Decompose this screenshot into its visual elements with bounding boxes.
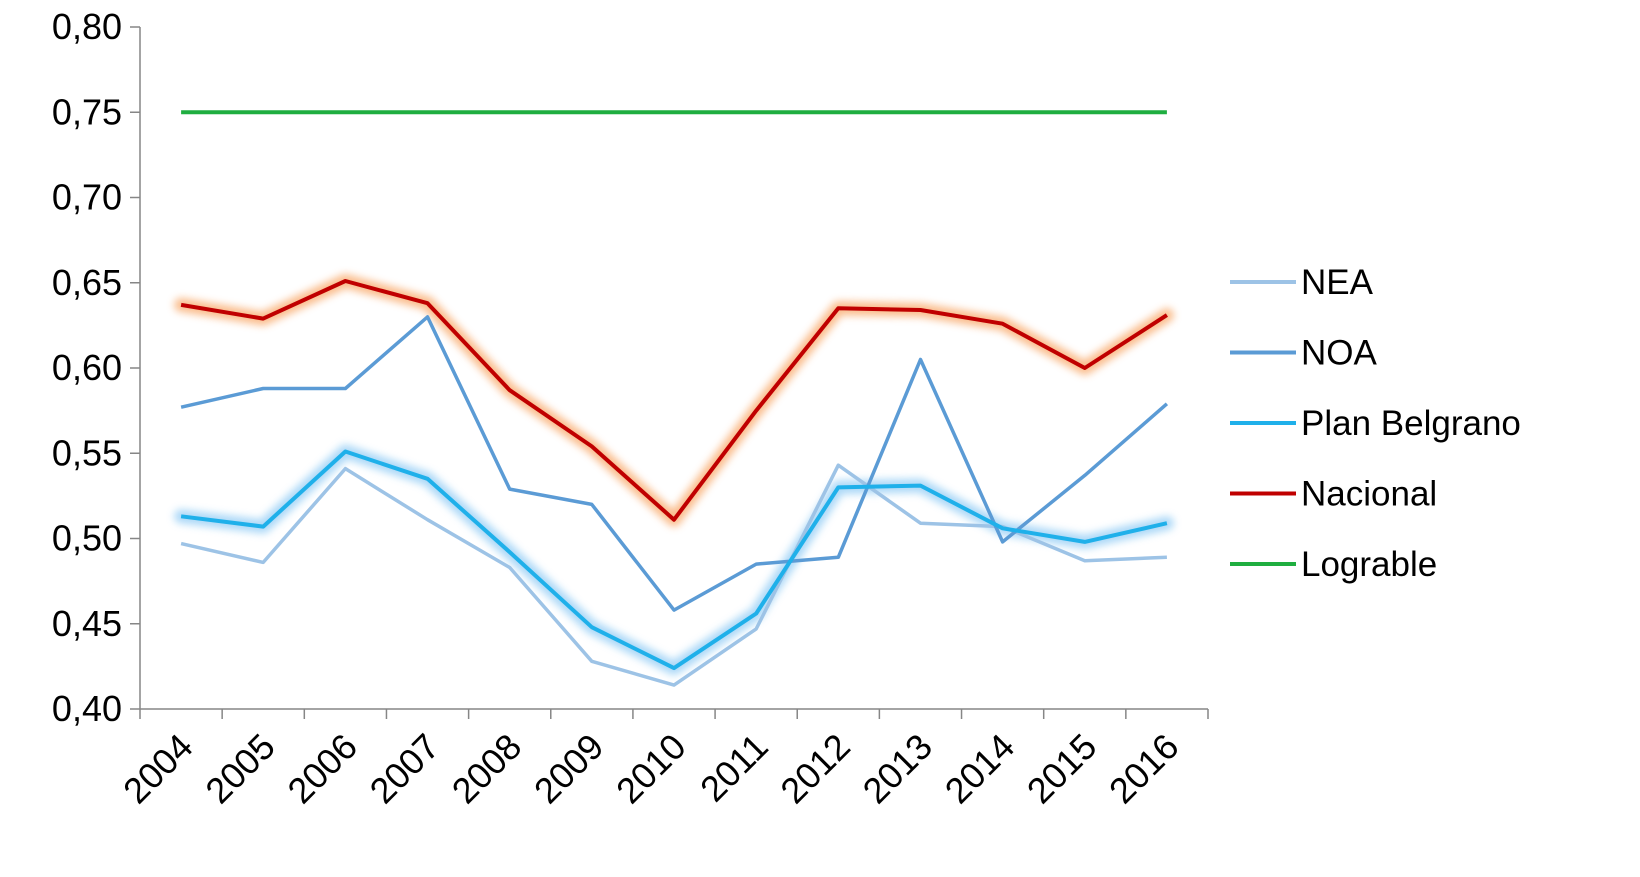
series-lines — [180, 110, 1169, 687]
axes — [130, 26, 1209, 719]
x-tick-label: 2014 — [937, 726, 1023, 812]
legend-label-nacional: Nacional — [1301, 475, 1437, 514]
y-tick-label: 0,40 — [52, 688, 122, 729]
y-tick-label: 0,80 — [52, 6, 122, 47]
x-tick-label: 2011 — [692, 726, 776, 810]
x-tick-label: 2010 — [608, 726, 694, 812]
legend-label-nea: NEA — [1301, 263, 1374, 302]
series-glow-nacional — [174, 274, 1174, 527]
y-tick-label: 0,75 — [52, 91, 122, 132]
x-tick-label: 2008 — [444, 726, 530, 812]
x-tick-label: 2009 — [526, 726, 612, 812]
series-line-plan-belgrano — [180, 449, 1168, 671]
series-line-noa — [180, 315, 1169, 612]
x-tick-label: 2005 — [197, 726, 283, 812]
y-tick-label: 0,65 — [52, 262, 122, 303]
x-tick-label: 2004 — [115, 726, 201, 812]
legend: NEA NOA Plan Belgrano Nacional Lograble — [1230, 263, 1521, 584]
legend-label-lograble: Lograble — [1301, 545, 1437, 584]
x-tick-label: 2013 — [854, 726, 940, 812]
legend-label-noa: NOA — [1301, 334, 1378, 373]
x-tick-label: 2016 — [1101, 726, 1187, 812]
y-tick-label: 0,60 — [52, 347, 122, 388]
x-tick-label: 2012 — [772, 726, 858, 812]
series-line-nea — [180, 463, 1167, 687]
y-tick-label: 0,70 — [52, 177, 122, 218]
series-glow-plan-belgrano — [174, 444, 1174, 676]
y-tick-label: 0,55 — [52, 432, 122, 473]
series-line-nacional — [180, 279, 1168, 522]
x-tick-label: 2015 — [1019, 726, 1105, 812]
tick-labels: 0,40 0,45 0,50 0,55 0,60 0,65 0,70 0,75 0,80 2004… — [52, 6, 1187, 811]
legend-label-plan-belgrano: Plan Belgrano — [1301, 404, 1521, 443]
y-tick-label: 0,45 — [52, 603, 122, 644]
x-tick-label: 2006 — [279, 726, 365, 812]
y-tick-label: 0,50 — [52, 518, 122, 559]
x-tick-label: 2007 — [362, 726, 448, 812]
